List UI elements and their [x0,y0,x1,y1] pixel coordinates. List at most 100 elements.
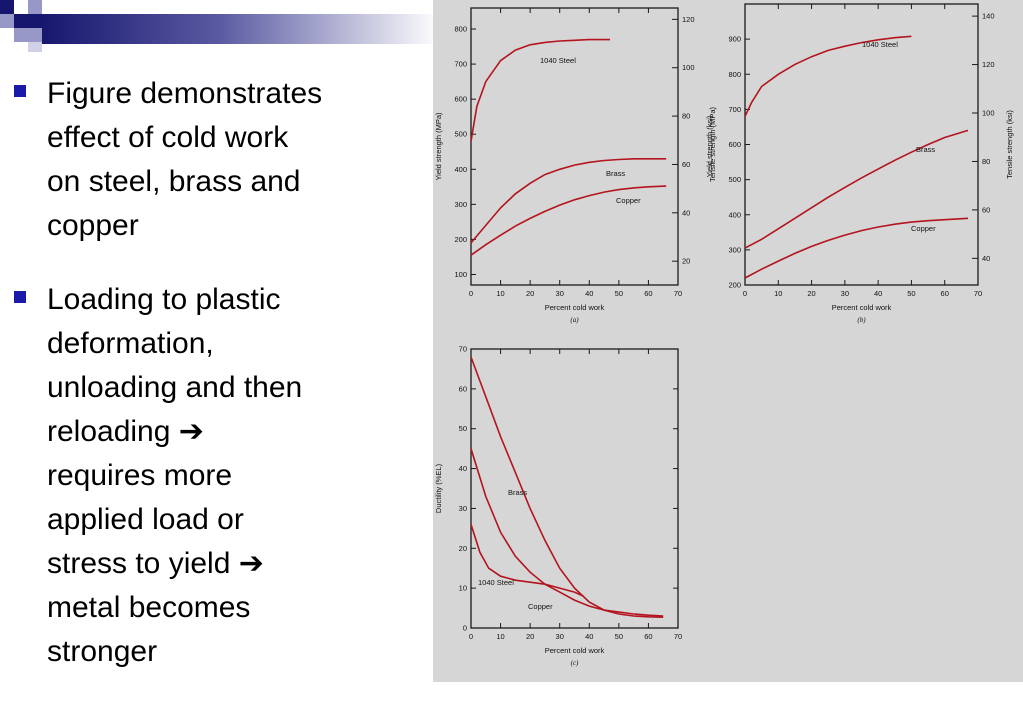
y-tick-label: 70 [459,345,467,354]
x-tick-label: 10 [496,632,504,641]
x-tick-label: 40 [585,289,593,298]
series-line-brass [744,129,969,249]
x-tick-label: 20 [807,289,815,298]
y-tick-label: 500 [454,130,467,139]
series-label: 1040 Steel [478,578,514,587]
y-tick-label: 300 [454,200,467,209]
title-corner-decoration [0,0,440,52]
x-tick-label: 60 [644,289,652,298]
series-label: 1040 Steel [862,40,898,49]
x-tick-label: 60 [941,289,949,298]
series-label: Brass [508,488,527,497]
y-tick-label: 300 [728,245,741,254]
y2-tick-label: 60 [682,160,690,169]
x-tick-label: 40 [874,289,882,298]
y2-tick-label: 120 [682,15,695,24]
x-tick-label: 0 [743,289,747,298]
x-tick-label: 50 [615,289,623,298]
cold-work-figure: 0 10 20 30 40 50 60 70 100 200 300 400 500 600 700 800 2… [433,0,1023,682]
series-line-brass [470,158,667,244]
series-line-1040-steel [744,35,912,117]
bullet-item: Loading to plastic deformation, unloadin… [14,278,414,674]
y2-tick-label: 60 [982,205,990,214]
bullet-text: Loading to plastic deformation, unloadin… [47,283,303,668]
y-axis-label: Tensile strength (MPa) [708,106,717,182]
series-line-1040-steel [470,38,610,142]
y-tick-label: 20 [459,544,467,553]
x-tick-label: 20 [526,289,534,298]
y2-tick-label: 100 [982,109,995,118]
y-tick-label: 800 [728,70,741,79]
bullet-square-icon [14,291,26,303]
y-tick-label: 50 [459,424,467,433]
series-line-copper [470,448,664,617]
x-tick-label: 50 [615,632,623,641]
panel-sublabel: (a) [570,316,579,324]
y2-tick-label: 140 [982,12,995,21]
series-line-1040-steel [470,524,584,597]
x-tick-label: 70 [674,289,682,298]
x-tick-label: 0 [469,289,473,298]
y-tick-label: 700 [728,105,741,114]
y-tick-label: 200 [728,281,741,290]
bullet-square-icon [14,85,26,97]
x-tick-label: 40 [585,632,593,641]
x-tick-label: 50 [907,289,915,298]
y-tick-label: 200 [454,235,467,244]
y2-tick-label: 40 [682,208,690,217]
series-line-copper [744,217,969,279]
y-tick-label: 800 [454,25,467,34]
y2-tick-label: 120 [982,60,995,69]
x-tick-label: 10 [496,289,504,298]
y-tick-label: 900 [728,35,741,44]
y-tick-label: 700 [454,60,467,69]
y2-tick-label: 80 [982,157,990,166]
y2-tick-label: 100 [682,63,695,72]
x-tick-label: 30 [841,289,849,298]
series-label: Brass [916,145,935,154]
bullet-item: Figure demonstrates effect of cold work … [14,72,414,248]
x-tick-label: 20 [526,632,534,641]
series-label: Copper [911,224,936,233]
series-label: Brass [606,169,625,178]
y2-tick-label: 80 [682,112,690,121]
x-tick-label: 0 [469,632,473,641]
y2-axis-label: Tensile strength (ksi) [1005,110,1014,179]
y-tick-label: 0 [463,624,467,633]
x-tick-label: 70 [674,632,682,641]
x-tick-label: 60 [644,632,652,641]
series-label: Copper [616,196,641,205]
plot-frame [470,348,679,629]
y-axis-label: Yield strength (MPa) [434,112,443,181]
bullet-list: Figure demonstrates effect of cold work … [14,72,414,704]
y-tick-label: 500 [728,175,741,184]
x-axis-label: Percent cold work [545,646,605,655]
y-tick-label: 60 [459,384,467,393]
y-tick-label: 40 [459,464,467,473]
cold-work-charts: 0 10 20 30 40 50 60 701002003004005006007008002… [434,3,1014,667]
y-tick-label: 30 [459,504,467,513]
y-tick-label: 10 [459,584,467,593]
panel-sublabel: (b) [857,316,866,324]
x-tick-label: 70 [974,289,982,298]
y2-axis-label: Yield strength (ksi) [705,115,714,177]
series-label: 1040 Steel [540,56,576,65]
y-tick-label: 600 [454,95,467,104]
panel-sublabel: (c) [571,659,579,667]
y-tick-label: 400 [454,165,467,174]
series-line-copper [470,185,667,256]
y2-tick-label: 20 [682,257,690,266]
bullet-text: Figure demonstrates effect of cold work … [47,77,323,242]
x-axis-label: Percent cold work [832,303,892,312]
y-tick-label: 600 [728,140,741,149]
series-line-brass [470,356,664,618]
x-tick-label: 30 [556,289,564,298]
x-tick-label: 30 [556,632,564,641]
y2-tick-label: 40 [982,254,990,263]
plot-frame [470,7,679,286]
y-tick-label: 400 [728,210,741,219]
y-tick-label: 100 [454,270,467,279]
series-label: Copper [528,602,553,611]
y-axis-label: Ductility (%EL) [434,463,443,513]
x-tick-label: 10 [774,289,782,298]
